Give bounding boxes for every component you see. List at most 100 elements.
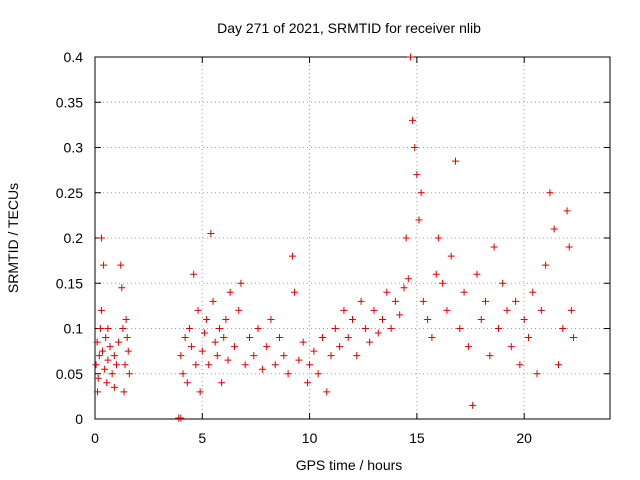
data-point (215, 325, 223, 332)
data-point (409, 116, 417, 124)
data-point (443, 306, 451, 314)
data-point (96, 325, 104, 332)
data-point (473, 270, 481, 278)
data-point (241, 361, 249, 369)
data-point (318, 334, 326, 342)
data-point (370, 306, 378, 314)
data-point (299, 338, 307, 346)
data-point (452, 157, 459, 165)
data-point (400, 284, 408, 292)
data-point (482, 297, 490, 305)
data-point (177, 414, 185, 422)
data-point (542, 261, 550, 269)
data-point (340, 306, 348, 314)
data-point (100, 261, 108, 269)
data-point (344, 334, 352, 342)
data-point (477, 315, 485, 323)
data-point (121, 361, 129, 369)
data-point (220, 334, 228, 342)
data-point (198, 347, 206, 355)
data-point (537, 306, 545, 314)
data-point (207, 229, 215, 237)
y-tick-label: 0.3 (64, 140, 84, 156)
data-point (404, 275, 412, 283)
y-tick-labels: 0 0.05 0.1 0.15 0.2 0.25 0.3 0.35 0.4 (56, 49, 83, 427)
data-point (97, 306, 105, 314)
data-point (379, 315, 387, 323)
data-point (95, 352, 103, 360)
data-point (122, 315, 130, 323)
data-point (218, 379, 226, 387)
data-point (415, 216, 423, 224)
data-point (512, 297, 520, 305)
data-point (546, 189, 554, 197)
data-point (417, 189, 425, 197)
data-point (310, 347, 318, 355)
y-tick-label: 0 (75, 411, 83, 427)
data-point (102, 334, 110, 342)
data-point (94, 374, 102, 382)
y-tick-label: 0.2 (64, 230, 84, 246)
data-point (117, 261, 125, 269)
data-point (177, 352, 185, 360)
x-tick-label: 10 (302, 430, 318, 446)
data-point (563, 207, 571, 215)
data-point (559, 325, 567, 332)
data-point (101, 365, 109, 373)
data-point (237, 279, 245, 287)
data-point (250, 352, 258, 360)
data-point (97, 234, 105, 242)
data-point (331, 325, 339, 332)
data-point (291, 288, 299, 296)
data-point (103, 379, 111, 387)
data-point (303, 379, 311, 387)
data-point (439, 279, 447, 287)
x-tick-label: 15 (409, 430, 425, 446)
data-point (280, 352, 288, 360)
data-point (503, 306, 511, 314)
data-point (507, 343, 515, 351)
y-tick-label: 0.15 (56, 275, 83, 291)
data-point (194, 306, 202, 314)
data-point (118, 284, 126, 292)
data-point (108, 370, 116, 378)
data-point (185, 325, 193, 332)
data-point (464, 343, 472, 351)
data-point (447, 252, 455, 260)
data-points (92, 53, 578, 422)
data-point (104, 325, 112, 332)
x-tick-label: 5 (198, 430, 206, 446)
grid (95, 57, 610, 419)
data-point (349, 315, 356, 323)
data-point (432, 270, 440, 278)
data-point (533, 370, 541, 378)
data-point (235, 306, 243, 314)
data-point (550, 225, 558, 233)
y-tick-label: 0.4 (64, 49, 84, 65)
data-point (222, 315, 230, 323)
data-point (226, 288, 234, 296)
data-point (327, 352, 335, 360)
data-point (383, 288, 391, 296)
data-point (112, 361, 120, 369)
data-point (460, 288, 468, 296)
data-point (284, 370, 292, 378)
data-point (263, 343, 271, 351)
data-point (314, 370, 322, 378)
x-tick-label: 0 (91, 430, 99, 446)
data-point (94, 388, 102, 396)
data-point (192, 361, 200, 369)
data-point (374, 329, 382, 337)
data-point (258, 365, 266, 373)
data-point (119, 325, 127, 332)
y-tick-label: 0.05 (56, 366, 83, 382)
data-point (271, 361, 279, 369)
data-point (529, 288, 537, 296)
x-tick-label: 20 (516, 430, 532, 446)
data-point (181, 334, 189, 342)
data-point (406, 53, 414, 61)
data-point (411, 144, 419, 151)
data-point (434, 234, 442, 242)
data-point (490, 243, 498, 251)
data-point (387, 325, 395, 332)
